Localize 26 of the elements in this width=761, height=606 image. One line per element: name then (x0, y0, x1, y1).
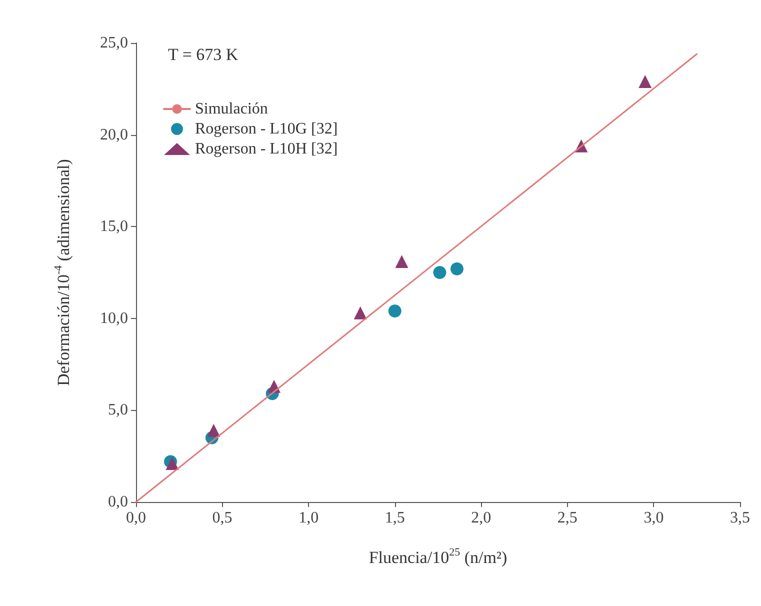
point (433, 266, 446, 279)
x-tick-label: 0,5 (212, 510, 232, 526)
y-axis-title: Deformación/10-4 (adimensional) (52, 159, 73, 386)
legend-label: Rogerson - L10H [32] (195, 140, 338, 158)
point (354, 306, 367, 320)
y-tick-label: 5,0 (108, 402, 128, 419)
point (207, 424, 220, 437)
point (395, 254, 408, 268)
point (388, 304, 402, 318)
y-tick-label: 20,0 (100, 126, 128, 144)
y-tick-label: 25,0 (100, 34, 128, 52)
y-tick-label: 15,0 (100, 218, 128, 236)
x-tick-label: 1,5 (384, 510, 405, 526)
x-tick-label: 0,0 (126, 510, 146, 526)
y-tick-label: 0,0 (108, 494, 128, 510)
x-tick-label: 2,0 (471, 510, 492, 526)
annotation: T = 673 K (168, 45, 239, 64)
legend-label: Rogerson - L10G [32] (195, 120, 338, 138)
x-tick-label: 2,5 (557, 510, 578, 526)
point (638, 75, 652, 88)
point (450, 262, 464, 276)
legend-label: Simulación (195, 100, 268, 118)
x-tick-label: 1,0 (298, 510, 319, 526)
y-tick-label: 10,0 (100, 310, 128, 327)
x-tick-label: 3,5 (730, 510, 750, 526)
x-tick-label: 3,0 (644, 510, 664, 526)
